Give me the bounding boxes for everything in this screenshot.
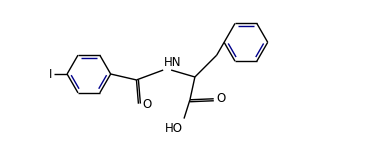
- Text: I: I: [49, 68, 52, 81]
- Text: HN: HN: [164, 56, 182, 69]
- Text: HO: HO: [165, 122, 183, 135]
- Text: O: O: [142, 98, 152, 111]
- Text: O: O: [217, 92, 226, 105]
